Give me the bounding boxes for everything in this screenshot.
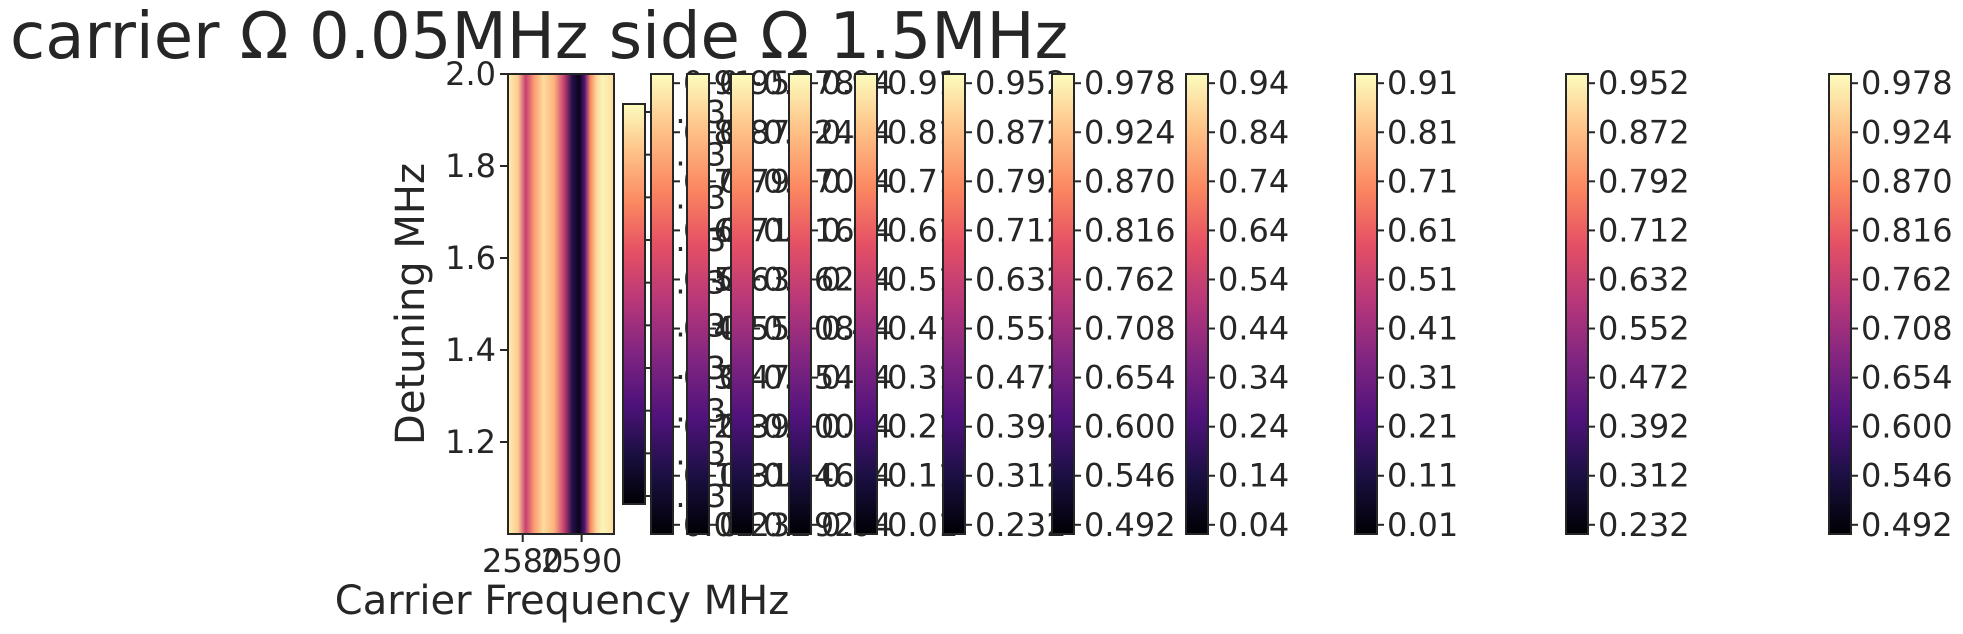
colorbar-tick-label: 0.872 <box>1598 113 1690 151</box>
colorbar-tick-label: 0.61 <box>1387 211 1458 249</box>
colorbar-tick-label: 0.552 <box>1598 310 1690 348</box>
colorbar-tick-label: 0.978 <box>1084 64 1176 102</box>
colorbar-tick-label: 0.870 <box>1084 162 1176 200</box>
colorbar-tick-label: 0.31 <box>1387 359 1458 397</box>
colorbar-gradient <box>854 73 878 535</box>
colorbar-gradient <box>1354 73 1378 535</box>
colorbar-tick-label: 0.952 <box>1598 64 1690 102</box>
colorbar-tick-label: 0.600 <box>1861 408 1953 446</box>
colorbar-tick-label: 0.546 <box>1861 457 1953 495</box>
x-axis-label: Carrier Frequency MHz <box>335 578 789 624</box>
colorbar-gradient <box>1051 73 1075 535</box>
colorbar-tick-label: 0.04 <box>1218 506 1289 544</box>
colorbar-tick-label: 0.632 <box>1598 260 1690 298</box>
heatmap-plot <box>507 73 615 535</box>
y-tick-label: 1.8 <box>445 147 496 185</box>
colorbar: 0.978 0.924 0.870 0.816 0.762 0.708 0.654 0.600… <box>1828 64 1953 544</box>
colorbar-tick-label: 0.94 <box>1218 64 1289 102</box>
colorbar-tick-label: 0.870 <box>1861 162 1953 200</box>
colorbar-gradient <box>730 73 754 535</box>
colorbar-tick-label: 0.924 <box>1084 113 1176 151</box>
colorbar-tick-label: 0.21 <box>1387 408 1458 446</box>
colorbar-tick-label: 0.14 <box>1218 457 1289 495</box>
colorbar-tick-label: 0.762 <box>1084 260 1176 298</box>
colorbar-gradient <box>1185 73 1209 535</box>
colorbar-gradient <box>622 103 646 505</box>
colorbar-tick-label: 0.51 <box>1387 260 1458 298</box>
colorbar-tick-label: 0.654 <box>1084 359 1176 397</box>
y-tick-label: 1.6 <box>445 239 496 277</box>
colorbar: 0.930.830.730.630.530.430.330.230.130.03 <box>622 93 726 515</box>
colorbar-gradient <box>650 73 674 535</box>
colorbar-tick-label: 0.81 <box>1387 113 1458 151</box>
colorbar-tick-label: 0.64 <box>1218 211 1289 249</box>
colorbar-tick-label: 0.708 <box>1861 310 1953 348</box>
colorbar-tick-label: 0.654 <box>1861 359 1953 397</box>
colorbar: 0.91 0.81 0.71 0.61 0.51 0.41 0.31 0.21 0.11 0.01 <box>1354 64 1458 544</box>
x-tick-label: 2580 <box>482 542 563 580</box>
colorbar-tick-label: 0.71 <box>1387 162 1458 200</box>
y-axis: 2.0 1.8 1.6 1.4 1.2 <box>445 55 508 461</box>
colorbar-tick-label: 0.91 <box>1387 64 1458 102</box>
colorbar: 0.94 0.84 0.74 0.64 0.54 0.44 0.34 0.24 0.14 0.04 <box>1185 64 1289 544</box>
heatmap-image <box>508 74 614 534</box>
colorbar-gradient <box>1828 73 1852 535</box>
colorbar: 0.952 0.872 0.792 0.712 0.632 0.552 0.472 0.392… <box>1565 64 1690 544</box>
colorbar-tick-label: 0.600 <box>1084 408 1176 446</box>
colorbar-tick-label: 0.924 <box>1861 113 1953 151</box>
colorbar: 0.9520.8720.7920.7120.6320.5520.4720.392… <box>942 64 1067 544</box>
colorbar-tick-label: 0.44 <box>1218 310 1289 348</box>
colorbar-gradient <box>788 73 812 535</box>
colorbar-tick-label: 0.546 <box>1084 457 1176 495</box>
chart-title: carrier Ω 0.05MHz side Ω 1.5MHz <box>10 0 1068 74</box>
y-axis-label: Detuning MHz <box>388 163 434 445</box>
colorbar-tick-label: 0.41 <box>1387 310 1458 348</box>
colorbar-tick-label: 0.392 <box>1598 408 1690 446</box>
colorbar-gradient <box>942 73 966 535</box>
colorbar-tick-label: 0.762 <box>1861 260 1953 298</box>
y-tick-label: 1.2 <box>445 423 496 461</box>
colorbar-tick-label: 0.712 <box>1598 211 1690 249</box>
colorbar-tick-label: 0.01 <box>1387 506 1458 544</box>
plot-frame <box>507 73 615 535</box>
colorbar-tick-label: 0.816 <box>1084 211 1176 249</box>
colorbar-tick-label: 0.792 <box>1598 162 1690 200</box>
colorbar-tick-label: 0.11 <box>1387 457 1458 495</box>
colorbar-tick-label: 0.232 <box>1598 506 1690 544</box>
colorbar-tick-label: 0.24 <box>1218 408 1289 446</box>
colorbar-tick-label: 0.312 <box>1598 457 1690 495</box>
colorbar-tick-label: 0.34 <box>1218 359 1289 397</box>
colorbar-tick-label: 0.492 <box>1084 506 1176 544</box>
y-tick-label: 1.4 <box>445 331 496 369</box>
y-tick-label: 2.0 <box>445 55 496 93</box>
colorbar-tick-label: 0.84 <box>1218 113 1289 151</box>
colorbar: 0.978 0.924 0.870 0.816 0.762 0.708 0.654 0.600… <box>1051 64 1176 544</box>
colorbar-tick-label: 0.472 <box>1598 359 1690 397</box>
x-tick-label: 2590 <box>541 542 622 580</box>
colorbars: 0.930.830.730.630.530.430.330.230.130.03… <box>622 64 1953 544</box>
colorbar-gradient <box>1565 73 1589 535</box>
colorbar-gradient <box>686 73 710 535</box>
colorbar-tick-label: 0.74 <box>1218 162 1289 200</box>
colorbar-tick-label: 0.816 <box>1861 211 1953 249</box>
colorbar-tick-label: 0.54 <box>1218 260 1289 298</box>
colorbar-tick-label: 0.978 <box>1861 64 1953 102</box>
colorbar-tick-label: 0.708 <box>1084 310 1176 348</box>
colorbar-tick-label: 0.492 <box>1861 506 1953 544</box>
